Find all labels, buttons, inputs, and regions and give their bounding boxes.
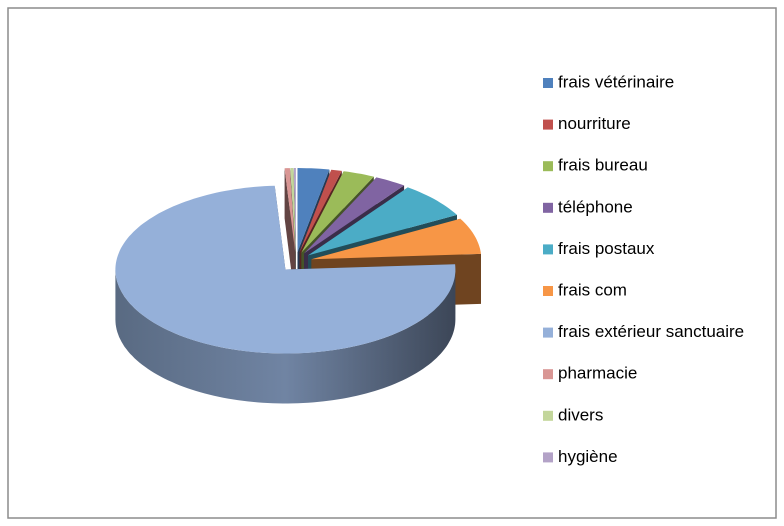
- legend-label: frais com: [558, 280, 627, 299]
- legend-swatch: [543, 202, 553, 213]
- legend-label: divers: [558, 405, 603, 424]
- slice: [293, 168, 296, 252]
- legend-swatch: [543, 410, 553, 421]
- legend-label: pharmacie: [558, 364, 637, 383]
- legend-swatch: [543, 369, 553, 380]
- legend-swatch: [543, 327, 553, 338]
- legend-label: téléphone: [558, 197, 633, 216]
- legend-label: hygiène: [558, 447, 618, 466]
- slice: [299, 169, 342, 253]
- slice-side: [284, 168, 296, 302]
- legend-swatch: [543, 244, 553, 255]
- slice: [115, 185, 456, 354]
- legend-swatch: [543, 452, 553, 463]
- legend-swatch: [543, 78, 553, 88]
- slice: [304, 177, 405, 254]
- legend-label: frais bureau: [558, 156, 648, 175]
- legend-swatch: [543, 119, 553, 130]
- legend-label: frais extérieur sanctuaire: [558, 322, 744, 341]
- slice: [290, 168, 296, 252]
- slice: [284, 168, 296, 252]
- legend-label: frais vétérinaire: [558, 72, 674, 91]
- legend-label: nourriture: [558, 114, 631, 133]
- slice: [301, 171, 374, 253]
- slice: [297, 168, 330, 252]
- legend-label: frais postaux: [558, 239, 655, 258]
- slice: [308, 187, 457, 256]
- slice: [311, 218, 481, 260]
- legend-swatch: [543, 161, 553, 172]
- legend-swatch: [543, 286, 553, 296]
- slice-wall: [115, 269, 456, 404]
